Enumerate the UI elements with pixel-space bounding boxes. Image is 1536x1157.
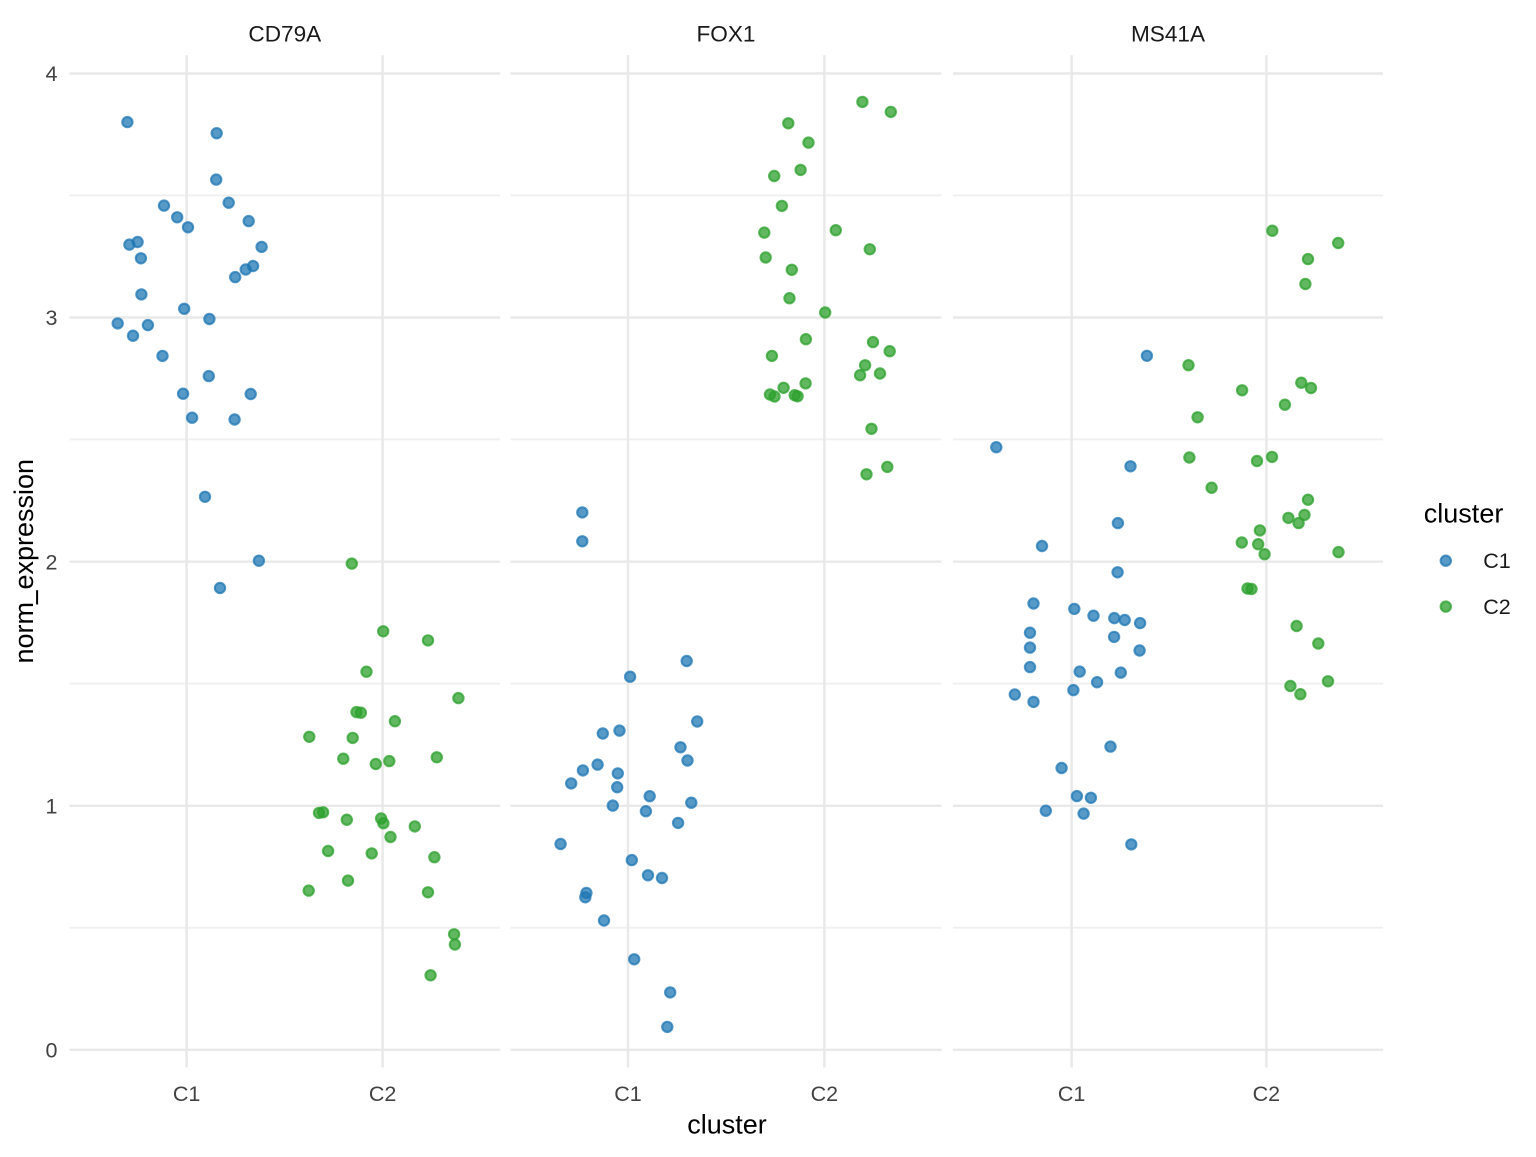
svg-text:C2: C2 — [369, 1082, 396, 1106]
svg-text:0: 0 — [46, 1038, 58, 1062]
svg-text:MS41A: MS41A — [1131, 22, 1206, 47]
svg-text:4: 4 — [46, 62, 58, 86]
svg-text:C2: C2 — [1483, 595, 1510, 619]
svg-text:C1: C1 — [173, 1082, 200, 1106]
svg-text:C1: C1 — [1058, 1082, 1085, 1106]
svg-text:1: 1 — [46, 794, 58, 818]
svg-text:C2: C2 — [811, 1082, 838, 1106]
svg-text:C1: C1 — [1483, 549, 1510, 573]
svg-text:cluster: cluster — [687, 1110, 767, 1140]
svg-text:3: 3 — [46, 306, 58, 330]
svg-text:CD79A: CD79A — [248, 22, 322, 47]
svg-text:C1: C1 — [614, 1082, 641, 1106]
svg-text:cluster: cluster — [1424, 498, 1504, 528]
svg-text:2: 2 — [46, 550, 58, 574]
svg-text:C2: C2 — [1253, 1082, 1280, 1106]
svg-text:expression: expression — [9, 459, 39, 590]
svg-text:FOX1: FOX1 — [696, 22, 755, 47]
svg-text:norm: norm — [9, 602, 39, 664]
